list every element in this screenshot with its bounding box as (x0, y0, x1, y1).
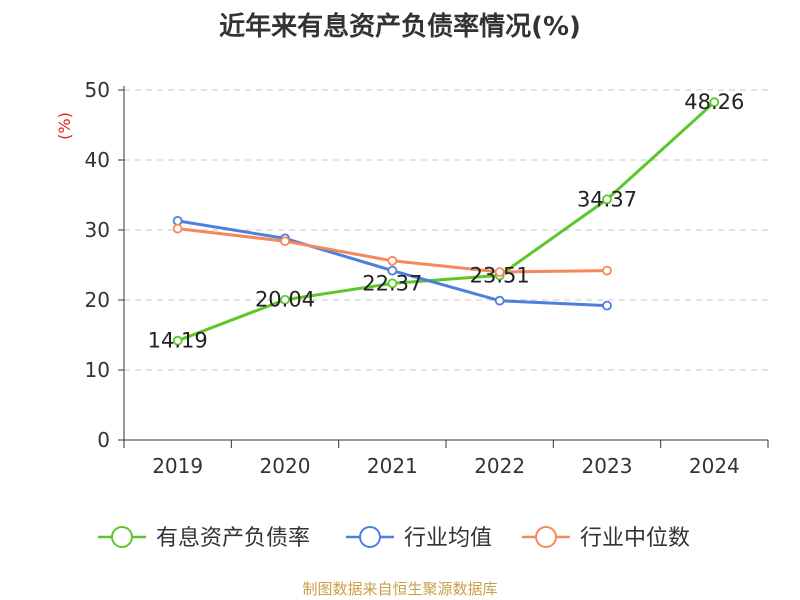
series-3 (172, 223, 612, 277)
legend-marker (359, 526, 381, 548)
legend-marker (535, 526, 557, 548)
data-point (172, 215, 183, 226)
source-note: 制图数据来自恒生聚源数据库 (302, 580, 498, 598)
legend-label: 有息资产负债率 (156, 526, 310, 551)
x-tick-label: 2022 (474, 454, 525, 478)
data-point (280, 236, 290, 247)
chart-title: 近年来有息资产负债率情况(%) (219, 12, 581, 42)
x-tick-label: 2021 (367, 454, 418, 478)
data-point (602, 194, 612, 205)
axes: 0 10 20 30 40 50 (%) 2019 2020 2021 2022 2023 2024 (55, 78, 769, 478)
data-label: 48.26 (684, 90, 744, 114)
y-tick-label: 20 (85, 288, 110, 312)
legend-item-2: 行业均值 (346, 526, 492, 551)
data-label: 23.51 (470, 263, 530, 287)
legend-item-1: 有息资产负债率 (98, 526, 310, 551)
data-point (172, 223, 183, 234)
data-point (602, 300, 612, 311)
series-layer (172, 97, 720, 346)
x-tick-label: 2024 (689, 454, 740, 478)
series-1 (172, 97, 720, 346)
data-label: 34.37 (577, 187, 637, 211)
legend-label: 行业中位数 (580, 526, 690, 551)
y-tick-label: 50 (85, 78, 110, 102)
legend-label: 行业均值 (404, 526, 492, 551)
data-point (172, 335, 183, 346)
y-tick-label: 0 (97, 428, 110, 452)
data-label: 14.19 (148, 329, 208, 353)
series-line (177, 101, 716, 343)
data-point (494, 295, 505, 306)
data-label: 22.37 (362, 271, 422, 295)
data-labels: 14.19 20.04 22.37 23.51 34.37 48.26 (148, 90, 745, 352)
x-tick-label: 2023 (582, 454, 633, 478)
legend-marker (111, 526, 133, 548)
data-point (387, 265, 398, 276)
data-point (602, 265, 612, 276)
x-tick-label: 2020 (260, 454, 311, 478)
x-tick-label: 2019 (152, 454, 203, 478)
series-2 (172, 215, 612, 311)
legend-item-3: 行业中位数 (522, 526, 690, 551)
legend: 有息资产负债率 行业均值 行业中位数 (98, 526, 690, 551)
data-point (709, 97, 720, 108)
y-axis-label: (%) (55, 112, 74, 140)
y-tick-label: 40 (85, 148, 110, 172)
y-tick-label: 30 (85, 218, 110, 242)
data-label: 20.04 (255, 288, 315, 312)
data-point (494, 267, 505, 277)
data-point (280, 294, 290, 305)
y-tick-label: 10 (85, 358, 110, 382)
grid-lines (124, 89, 768, 371)
data-point (387, 255, 398, 266)
data-point (387, 278, 398, 289)
